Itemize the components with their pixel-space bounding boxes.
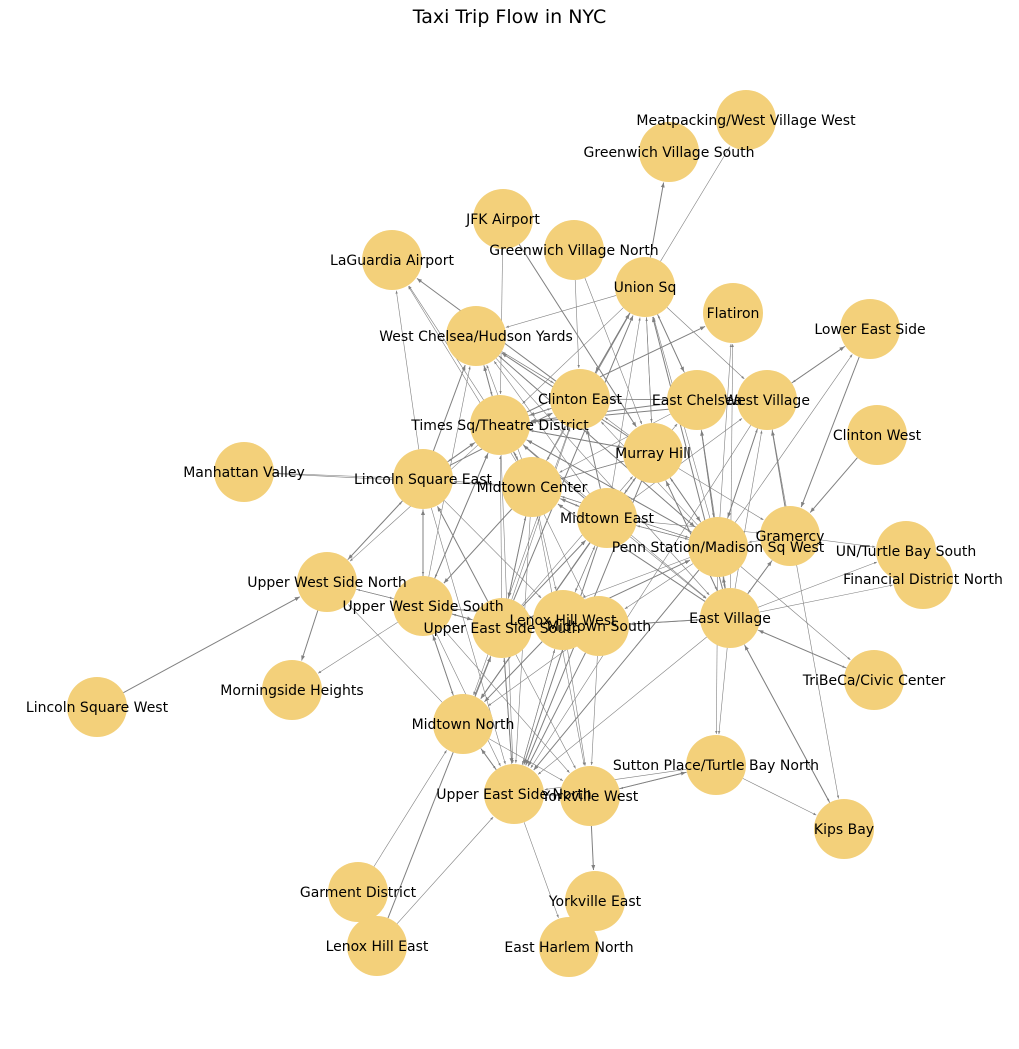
- node-label-flatiron: Flatiron: [707, 306, 760, 322]
- edge-west-village-to-kips-bay: [772, 430, 838, 799]
- edge-sutton-place-turtle-bay-north-to-kips-bay: [743, 778, 817, 815]
- edge-kips-bay-to-east-village: [745, 645, 830, 802]
- edge-lower-east-side-to-west-village: [793, 346, 846, 382]
- node-label-times-sq-theatre-district: Times Sq/Theatre District: [410, 418, 589, 434]
- edge-midtown-east-to-upper-east-side-north: [524, 546, 598, 764]
- node-label-tribeca-civic-center: TriBeCa/Civic Center: [802, 673, 946, 689]
- edge-lenox-hill-west-to-midtown-east: [575, 547, 595, 593]
- edge-upper-west-side-north-to-morningside-heights: [302, 611, 318, 661]
- node-label-yorkville-west: Yorkville West: [541, 789, 639, 805]
- node-label-meatpacking-west-village-west: Meatpacking/West Village West: [636, 113, 856, 129]
- node-label-yorkville-east: Yorkville East: [548, 894, 642, 910]
- edge-midtown-center-to-lenox-hill-west: [539, 516, 556, 590]
- node-label-lenox-hill-east: Lenox Hill East: [326, 939, 429, 955]
- node-label-west-chelsea-hudson-yards: West Chelsea/Hudson Yards: [379, 329, 573, 345]
- edge-lenox-hill-east-to-upper-east-side-north: [397, 817, 493, 924]
- edge-west-chelsea-hudson-yards-to-times-sq-theatre-district: [484, 365, 492, 395]
- node-label-lincoln-square-west: Lincoln Square West: [26, 700, 169, 716]
- chart-title: Taxi Trip Flow in NYC: [0, 6, 1019, 28]
- node-label-upper-west-side-south: Upper West Side South: [342, 599, 503, 615]
- node-label-manhattan-valley: Manhattan Valley: [183, 465, 305, 481]
- node-label-sutton-place-turtle-bay-north: Sutton Place/Turtle Bay North: [613, 758, 819, 774]
- node-label-laguardia-airport: LaGuardia Airport: [330, 253, 454, 269]
- node-label-un-turtle-bay-south: UN/Turtle Bay South: [836, 544, 977, 560]
- edge-east-village-to-sutton-place-turtle-bay-north: [719, 648, 727, 734]
- edge-east-village-to-gramercy: [748, 561, 772, 594]
- edge-murray-hill-to-clinton-east: [605, 417, 629, 435]
- edge-greenwich-village-north-to-clinton-east: [575, 280, 579, 368]
- edge-midtown-east-to-midtown-center: [561, 499, 580, 507]
- edge-union-sq-to-west-chelsea-hudson-yards: [506, 295, 616, 327]
- node-label-midtown-south: Midtown South: [547, 619, 651, 635]
- node-label-midtown-east: Midtown East: [560, 511, 654, 527]
- node-label-kips-bay: Kips Bay: [814, 822, 874, 838]
- node-label-penn-station-madison-sq-west: Penn Station/Madison Sq West: [612, 540, 825, 556]
- edge-east-chelsea-to-union-sq: [658, 315, 685, 373]
- node-label-midtown-center: Midtown Center: [477, 480, 588, 496]
- node-label-greenwich-village-north: Greenwich Village North: [489, 243, 658, 259]
- node-label-financial-district-north: Financial District North: [843, 572, 1003, 588]
- edge-lincoln-square-east-to-west-chelsea-hudson-yards: [433, 365, 465, 451]
- edge-yorkville-west-to-yorkville-east: [591, 826, 593, 870]
- node-label-east-harlem-north: East Harlem North: [504, 940, 633, 956]
- edge-murray-hill-to-union-sq: [647, 318, 652, 423]
- node-label-upper-west-side-north: Upper West Side North: [247, 575, 407, 591]
- edge-lincoln-square-east-to-times-sq-theatre-district: [448, 443, 475, 462]
- edge-upper-west-side-north-to-lincoln-square-east: [348, 502, 402, 560]
- node-label-east-village: East Village: [689, 611, 771, 627]
- node-label-lower-east-side: Lower East Side: [814, 322, 925, 338]
- edge-east-village-to-upper-east-side-north: [538, 637, 707, 774]
- edge-east-village-to-financial-district-north: [759, 585, 892, 612]
- edge-yorkville-west-to-sutton-place-turtle-bay-north: [619, 772, 686, 788]
- node-label-jfk-airport: JFK Airport: [465, 212, 540, 228]
- node-label-lincoln-square-east: Lincoln Square East: [354, 472, 492, 488]
- node-label-west-village: West Village: [724, 393, 810, 409]
- node-label-garment-district: Garment District: [300, 885, 417, 901]
- edge-murray-hill-to-east-chelsea: [672, 424, 677, 430]
- edge-upper-west-side-south-to-morningside-heights: [318, 622, 398, 673]
- node-label-clinton-east: Clinton East: [538, 392, 623, 408]
- node-label-greenwich-village-south: Greenwich Village South: [584, 145, 755, 161]
- node-label-midtown-north: Midtown North: [412, 717, 515, 733]
- edge-gramercy-to-west-village: [772, 431, 785, 507]
- edge-midtown-north-to-upper-west-side-south: [433, 635, 453, 695]
- edge-west-chelsea-hudson-yards-to-clinton-east: [502, 352, 554, 383]
- edge-upper-east-side-south-to-times-sq-theatre-district: [500, 456, 501, 598]
- node-label-murray-hill: Murray Hill: [615, 446, 691, 462]
- edge-tribeca-civic-center-to-east-village: [759, 630, 847, 668]
- edge-penn-station-madison-sq-west-to-midtown-east: [637, 526, 689, 540]
- node-label-clinton-west: Clinton West: [833, 428, 922, 444]
- node-label-union-sq: Union Sq: [614, 280, 677, 296]
- edge-garment-district-to-midtown-north: [374, 750, 447, 866]
- edge-upper-east-side-south-to-upper-west-side-south: [453, 614, 473, 620]
- node-label-morningside-heights: Morningside Heights: [220, 683, 363, 699]
